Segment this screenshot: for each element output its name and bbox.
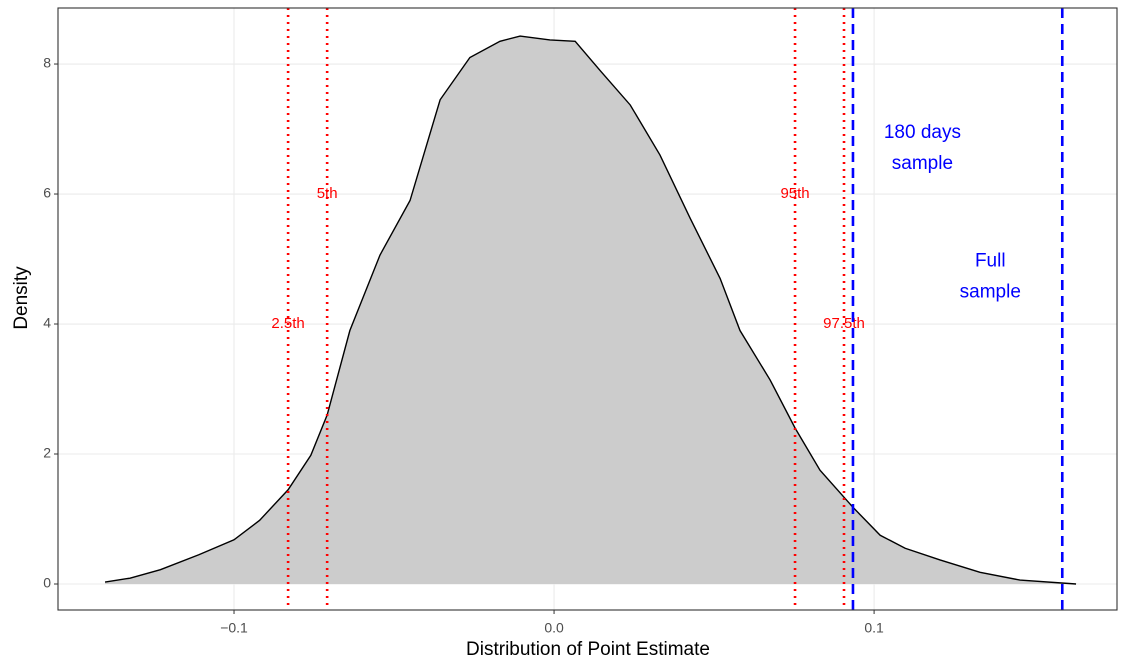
y-tick-label: 6 [43,185,51,201]
x-tick-label: 0.0 [544,620,564,636]
density-area [105,36,1077,585]
reference-label: 97.5th [823,315,865,332]
reference-label: 5th [317,185,338,202]
y-tick-label: 4 [43,315,51,331]
reference-label: 2.5th [271,315,304,332]
y-axis-title: Density [11,266,32,330]
x-axis-title: Distribution of Point Estimate [466,639,710,660]
y-tick-label: 0 [43,575,51,591]
y-tick-label: 2 [43,445,51,461]
annotation: sample [960,282,1021,303]
annotation: Full [975,251,1006,272]
reference-label: 95th [780,185,809,202]
x-tick-label: 0.1 [864,620,884,636]
density-line [104,35,1077,585]
x-tick-label: −0.1 [220,620,248,636]
y-tick-label: 8 [43,55,51,71]
panel-border [57,7,1118,611]
annotation: 180 days [884,122,961,143]
annotation: sample [892,153,953,174]
